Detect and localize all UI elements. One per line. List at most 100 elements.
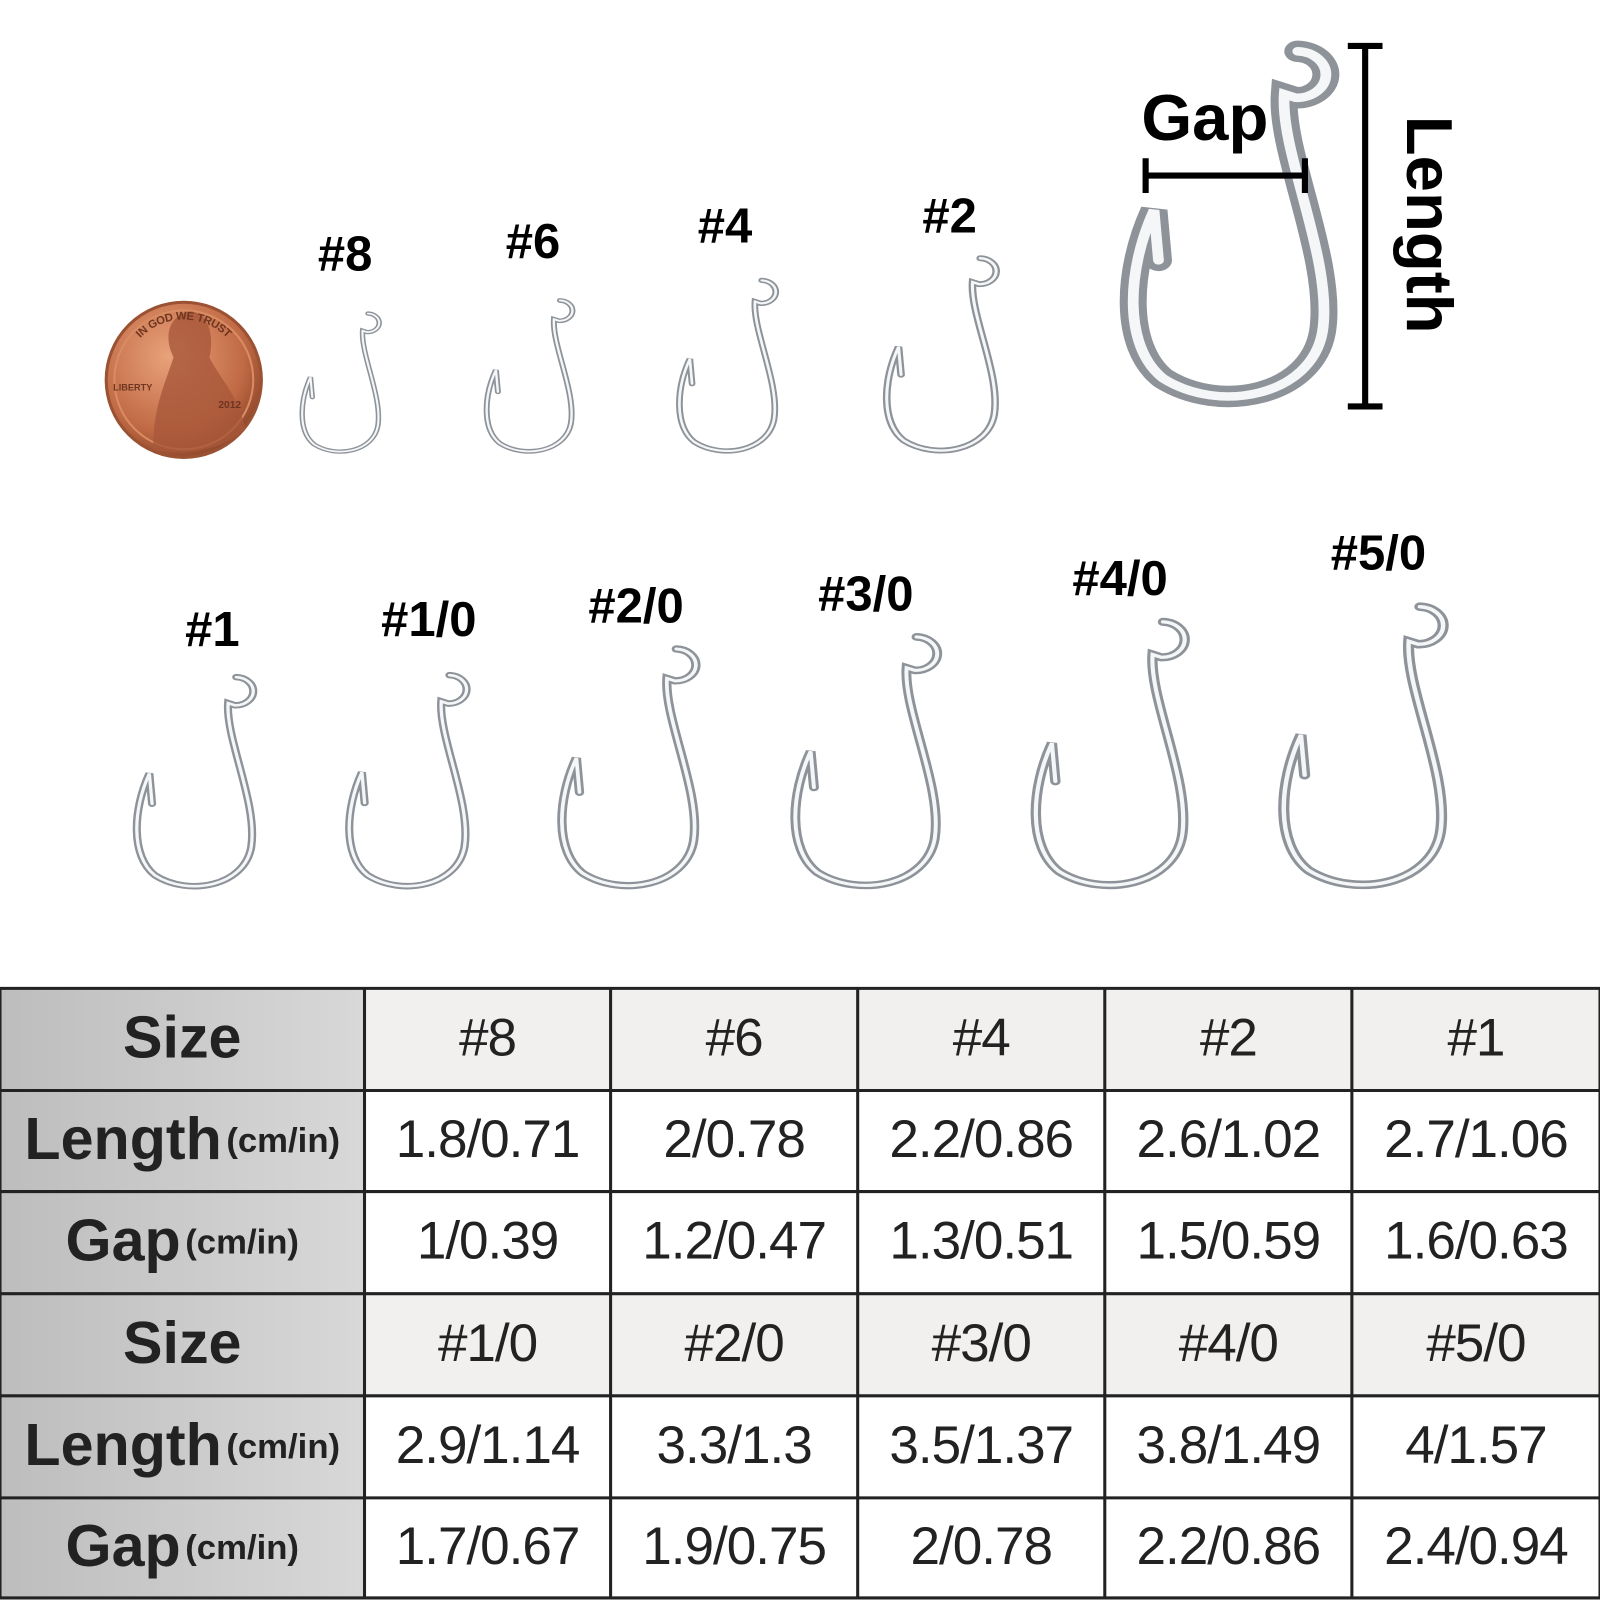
table-cell — [1104, 1191, 1352, 1294]
header-cell — [0, 1090, 365, 1192]
table-cell — [610, 1395, 858, 1498]
table-cell — [857, 988, 1105, 1091]
cell-value: 2/0.78 — [663, 1110, 804, 1169]
cell-value: 2.9/1.14 — [396, 1416, 580, 1475]
cell-value: 3.3/1.3 — [657, 1416, 812, 1475]
hook — [679, 280, 775, 451]
gap-label: Gap — [1141, 81, 1268, 154]
row-header-label: Length — [24, 1105, 221, 1172]
cell-value: #2/0 — [685, 1314, 784, 1373]
length-label: Length — [1393, 116, 1466, 334]
table-cell — [364, 1293, 611, 1396]
hook-size-label: #3/0 — [818, 567, 913, 621]
header-cell — [0, 1497, 365, 1598]
header-cell — [0, 1395, 365, 1498]
hook-size-label: #1/0 — [381, 593, 476, 647]
table-cell — [610, 1090, 858, 1192]
table-cell — [610, 988, 858, 1091]
table-cell — [1351, 1191, 1600, 1294]
row-header: Size — [123, 1308, 241, 1375]
row-header: Gap (cm/in) — [66, 1512, 299, 1579]
cell-value: 2.7/1.06 — [1384, 1110, 1568, 1169]
cell-value: #3/0 — [932, 1314, 1031, 1373]
row-header-label: Size — [123, 1003, 241, 1070]
table-cell — [364, 1090, 611, 1192]
table-cell — [1351, 1497, 1600, 1598]
cell-value: #4 — [953, 1009, 1010, 1068]
table-cell — [1104, 1497, 1352, 1598]
hook-group: #8 #6 #4 #2 #1 #1/0 #2/0 #3/0 #4/0 #5/0 — [137, 51, 1443, 886]
penny-liberty: LIBERTY — [113, 382, 152, 392]
cell-value: 1.9/0.75 — [642, 1517, 826, 1576]
cell-value: 4/1.57 — [1405, 1416, 1546, 1475]
table-cell — [857, 1191, 1105, 1294]
hook — [302, 314, 379, 452]
table-cell — [364, 1191, 611, 1294]
header-cell — [0, 1191, 365, 1294]
hook-size-label: #2/0 — [588, 580, 683, 634]
size-diagram: Gap Length — [1141, 42, 1466, 410]
table-cell — [1104, 988, 1352, 1091]
table-cell — [364, 988, 611, 1091]
table-cell — [610, 1293, 858, 1396]
table-cell — [1351, 988, 1600, 1091]
row-header-label: Length — [24, 1411, 221, 1478]
cell-value: #1/0 — [438, 1314, 537, 1373]
hook — [562, 649, 696, 886]
hook — [887, 258, 996, 450]
table-cell — [1104, 1293, 1352, 1396]
hook — [795, 637, 937, 885]
cell-value: 1.3/0.51 — [889, 1212, 1073, 1271]
cell-value: 1/0.39 — [417, 1212, 558, 1271]
cell-value: 1.2/0.47 — [642, 1212, 826, 1271]
hook-size-label: #6 — [506, 215, 561, 269]
table-cell — [857, 1395, 1105, 1498]
table-cell — [1104, 1395, 1352, 1498]
table-cell — [857, 1090, 1105, 1192]
row-header-unit: (cm/in) — [185, 1224, 299, 1262]
table-cell — [610, 1191, 858, 1294]
hook-size-label: #4/0 — [1072, 552, 1167, 606]
cell-value: #5/0 — [1426, 1314, 1525, 1373]
table-cell — [610, 1497, 858, 1598]
row-header: Length (cm/in) — [24, 1105, 340, 1172]
hook-size-label: #5/0 — [1331, 526, 1426, 580]
table-cell — [1104, 1090, 1352, 1192]
hook — [1036, 622, 1185, 885]
table-cell — [1351, 1293, 1600, 1396]
cell-value: #2 — [1200, 1009, 1257, 1068]
hook-size-label: #8 — [318, 227, 373, 281]
cell-value: #8 — [459, 1009, 516, 1068]
hook — [1284, 607, 1443, 885]
hook — [487, 300, 573, 451]
cell-value: 3.8/1.49 — [1136, 1416, 1320, 1475]
table-cell — [1351, 1395, 1600, 1498]
cell-value: 1.6/0.63 — [1384, 1212, 1568, 1271]
row-header-unit: (cm/in) — [185, 1529, 299, 1567]
cell-value: 2.6/1.02 — [1136, 1110, 1320, 1169]
cell-value: 1.8/0.71 — [396, 1110, 580, 1169]
cell-value: 2.4/0.94 — [1384, 1517, 1568, 1576]
cell-value: #6 — [706, 1009, 763, 1068]
table-cell — [1351, 1090, 1600, 1192]
hook-size-label: #2 — [922, 189, 977, 243]
row-header: Gap (cm/in) — [66, 1206, 299, 1273]
hook — [349, 675, 466, 886]
header-cell — [0, 1293, 365, 1396]
cell-value: #1 — [1447, 1009, 1504, 1068]
table-cell — [857, 1497, 1105, 1598]
table-cell — [857, 1293, 1105, 1396]
cell-value: 2.2/0.86 — [889, 1110, 1073, 1169]
row-header-label: Gap — [66, 1206, 181, 1273]
hook-size-label: #1 — [185, 603, 240, 657]
table-cell — [364, 1497, 611, 1598]
row-header: Size — [123, 1003, 241, 1070]
row-header-unit: (cm/in) — [226, 1122, 340, 1160]
size-table: Size #8 #6 #4 #2 #1 Length (cm/in) 1.8/0.71 2/0.… — [0, 986, 1600, 1600]
cell-value: 3.5/1.37 — [889, 1416, 1073, 1475]
cell-value: 1.7/0.67 — [396, 1517, 580, 1576]
hook-size-label: #4 — [698, 200, 753, 254]
hook — [137, 677, 253, 886]
